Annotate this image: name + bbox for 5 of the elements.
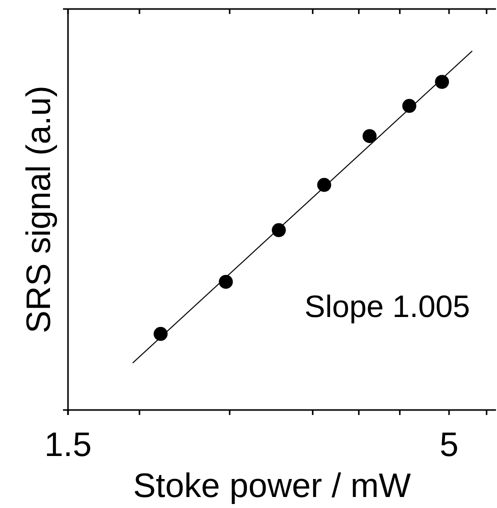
y-axis-title: SRS signal (a.u) — [20, 86, 58, 334]
annotation: Slope 1.005 — [304, 289, 470, 324]
x-tick-label: 1.5 — [44, 426, 92, 464]
x-axis-title: Stoke power / mW — [133, 467, 411, 505]
x-tick-label: 5 — [440, 426, 458, 464]
